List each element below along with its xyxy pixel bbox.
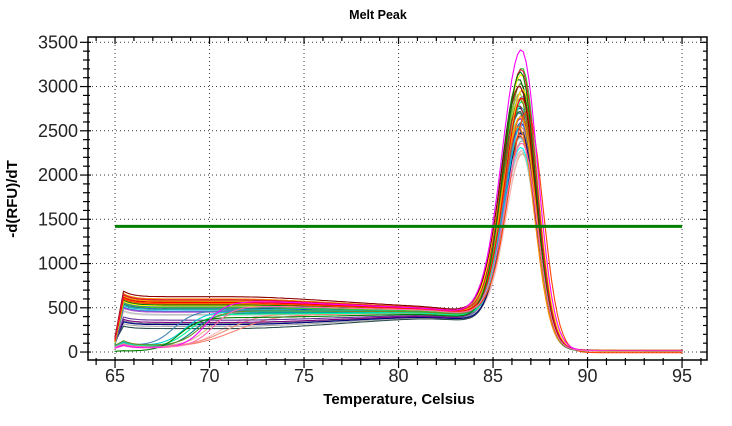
y-tick-label: 1500	[38, 209, 78, 229]
melt-curve	[114, 111, 683, 354]
x-tick-label: 75	[294, 366, 314, 386]
y-tick-label: 2000	[38, 165, 78, 185]
y-tick-label: 3500	[38, 32, 78, 52]
tick-labels-layer: 65 70 75 80 85 90 95 0 500 1000 1500 2000 2500 3000 35…	[38, 32, 692, 386]
plot-border	[87, 36, 708, 361]
x-tick-label: 70	[200, 366, 220, 386]
x-tick-label: 90	[578, 366, 598, 386]
y-tick-label: 2500	[38, 121, 78, 141]
y-tick-label: 0	[68, 342, 78, 362]
y-tick-label: 500	[48, 298, 78, 318]
x-tick-label: 85	[483, 366, 503, 386]
x-tick-label: 95	[672, 366, 692, 386]
melt-curves-layer	[114, 49, 683, 354]
x-tick-label: 80	[389, 366, 409, 386]
axes-layer	[80, 36, 708, 368]
y-tick-label: 3000	[38, 77, 78, 97]
melt-curve	[114, 150, 683, 352]
x-tick-label: 65	[105, 366, 125, 386]
melt-curve	[114, 142, 683, 352]
x-axis-title: Temperature, Celsius	[323, 391, 474, 408]
y-tick-label: 1000	[38, 254, 78, 274]
chart-title: Melt Peak	[349, 8, 407, 22]
y-axis-title: -d(RFU)/dT	[4, 160, 21, 237]
